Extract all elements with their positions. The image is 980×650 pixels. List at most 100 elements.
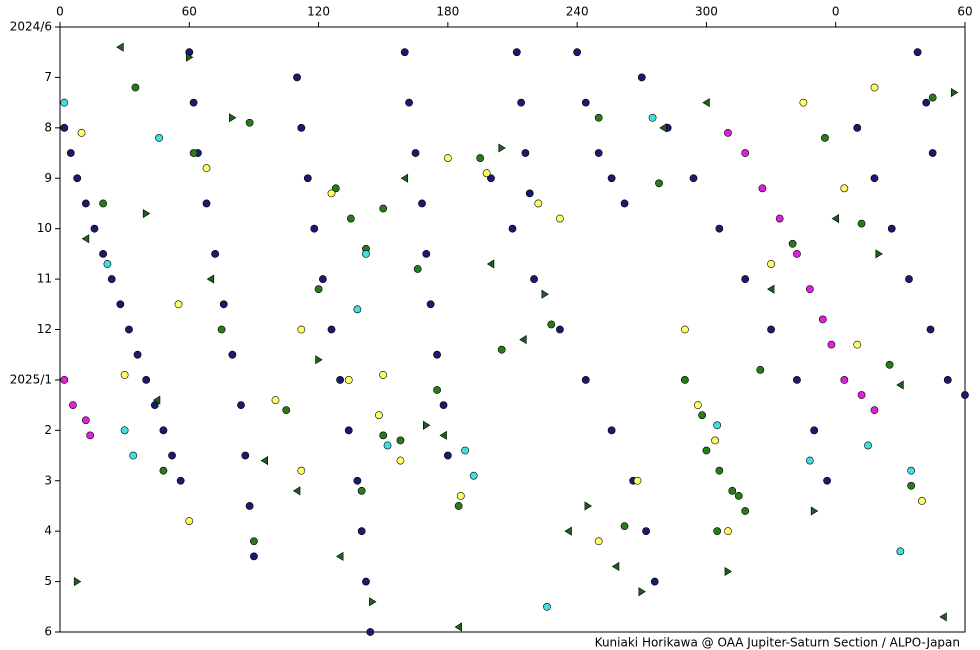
point (297, 325, 306, 334)
point (853, 340, 862, 349)
point (689, 174, 698, 183)
y-tick-label: 6 (44, 625, 52, 639)
point (534, 199, 543, 208)
point (805, 456, 814, 465)
point (405, 98, 413, 107)
point (229, 113, 237, 123)
point (519, 335, 527, 345)
point (353, 305, 362, 314)
point (715, 224, 724, 233)
point (418, 199, 426, 208)
point (805, 285, 814, 294)
point (189, 149, 198, 157)
point (698, 411, 707, 420)
point (107, 275, 116, 283)
point (525, 189, 534, 198)
point (896, 547, 905, 556)
point (271, 396, 280, 404)
point (487, 174, 495, 183)
point (857, 391, 866, 399)
x-tick-label: 0 (832, 5, 840, 19)
point (327, 189, 336, 198)
point (315, 355, 323, 365)
point (336, 376, 345, 384)
point (379, 370, 388, 379)
point (650, 577, 659, 586)
y-tick-label: 3 (44, 473, 52, 487)
point (853, 123, 862, 132)
y-tick-label: 5 (44, 574, 52, 588)
point (476, 154, 485, 162)
point (642, 527, 650, 536)
point (556, 325, 564, 334)
x-tick-label: 240 (566, 5, 589, 19)
y-tick-label: 9 (44, 171, 52, 185)
x-tick-label: 120 (307, 5, 330, 19)
point (423, 420, 431, 430)
point (202, 164, 211, 173)
point (168, 451, 176, 460)
point (928, 149, 937, 157)
caption: Kuniaki Horikawa @ OAA Jupiter-Saturn Se… (595, 636, 960, 650)
point (379, 431, 388, 440)
point (541, 289, 549, 299)
point (202, 199, 211, 208)
point (66, 149, 75, 157)
point (357, 527, 366, 536)
point (870, 406, 879, 415)
point (659, 123, 667, 133)
point (250, 552, 258, 561)
point (508, 224, 517, 233)
y-tick-label: 2024/6 (10, 20, 52, 34)
point (926, 325, 935, 334)
point (715, 466, 724, 475)
y-tick-label: 8 (44, 120, 52, 134)
point (870, 174, 879, 183)
point (303, 174, 312, 183)
point (344, 376, 353, 384)
point (584, 501, 592, 511)
point (766, 284, 775, 294)
point (369, 597, 377, 607)
point (282, 406, 291, 415)
point (543, 602, 551, 611)
point (870, 83, 879, 92)
point (840, 376, 849, 384)
point (69, 401, 77, 410)
y-tick-label: 2025/1 (10, 372, 52, 386)
point (607, 174, 616, 183)
point (159, 466, 168, 475)
point (81, 199, 90, 208)
point (922, 98, 931, 107)
point (461, 446, 469, 455)
point (103, 260, 112, 268)
point (60, 98, 69, 107)
point (357, 486, 366, 495)
point (120, 426, 129, 435)
point (433, 350, 441, 359)
point (362, 577, 370, 586)
point (327, 325, 336, 334)
point (116, 42, 124, 52)
point (411, 149, 420, 157)
point (724, 527, 732, 536)
point (875, 249, 883, 259)
point (293, 73, 301, 82)
point (150, 401, 159, 410)
point (396, 436, 405, 445)
point (219, 300, 228, 309)
point (498, 143, 506, 153)
point (379, 204, 388, 213)
point (818, 315, 827, 324)
point (728, 486, 737, 495)
point (174, 300, 183, 309)
point (547, 320, 556, 329)
point (638, 587, 646, 597)
point (99, 199, 107, 208)
point (793, 376, 801, 384)
point (581, 376, 590, 384)
plot-frame (59, 26, 966, 633)
point (73, 174, 82, 183)
point (928, 93, 937, 102)
